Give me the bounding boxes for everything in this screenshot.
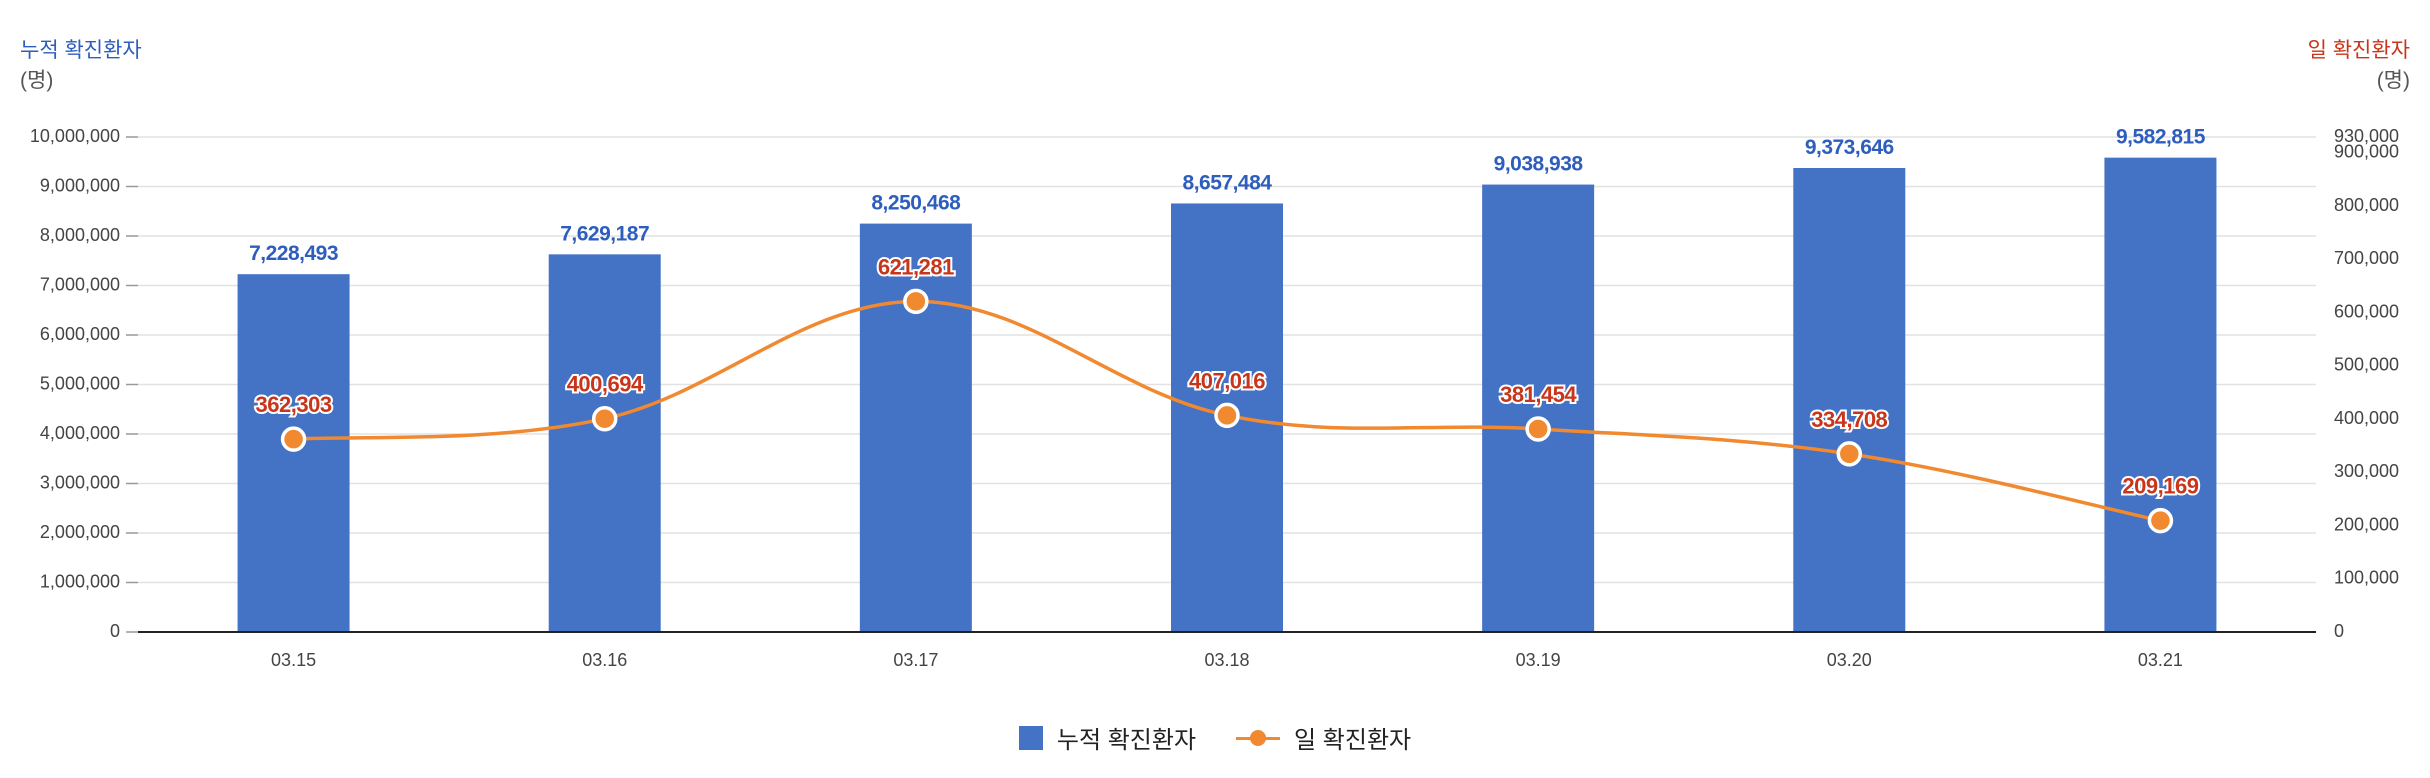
- line-point: [903, 288, 929, 315]
- line-point: [1214, 402, 1240, 429]
- line-points: [280, 288, 2174, 534]
- bar-data-label: 7,629,187: [560, 222, 649, 245]
- right-axis-caption: 일 확진환자 (명): [2308, 36, 2410, 96]
- line-data-label: 400,694: [567, 372, 644, 397]
- left-tick-label: 5,000,000: [40, 373, 120, 393]
- left-tick-label: 9,000,000: [40, 175, 120, 195]
- bar: [859, 223, 972, 632]
- line-point: [1836, 441, 1863, 467]
- left-tick-label: 4,000,000: [40, 423, 120, 443]
- right-tick-label: 700,000: [2334, 248, 2399, 268]
- left-tick-label: 3,000,000: [40, 472, 120, 492]
- line-data-label: 334,708: [1811, 407, 1887, 432]
- left-tick-label: 0: [110, 621, 120, 641]
- right-tick-label: 0: [2334, 621, 2344, 641]
- right-tick-label: 100,000: [2334, 568, 2399, 588]
- bar-data-label: 9,038,938: [1494, 153, 1584, 176]
- left-tick-label: 7,000,000: [40, 274, 120, 294]
- right-tick-label: 500,000: [2334, 355, 2399, 375]
- left-tick-label: 10,000,000: [30, 126, 120, 146]
- bar-data-label: 8,657,484: [1183, 171, 1273, 194]
- bar: [1793, 168, 1906, 632]
- right-tick-label: 900,000: [2334, 142, 2399, 162]
- bar: [237, 274, 350, 632]
- bar-data-label: 9,582,815: [2116, 126, 2206, 149]
- category-label: 03.18: [1204, 650, 1249, 670]
- line-point: [2147, 507, 2174, 534]
- right-axis-unit: (명): [2376, 69, 2410, 92]
- bar: [1482, 184, 1595, 632]
- line-data-label: 362,303: [256, 392, 332, 417]
- line-data-label: 407,016: [1189, 368, 1265, 393]
- left-axis-caption: 누적 확진환자 (명): [20, 36, 142, 96]
- line-data-label: 209,169: [2122, 474, 2198, 499]
- left-tick-label: 8,000,000: [40, 225, 120, 245]
- line-point: [280, 426, 307, 452]
- left-tick-label: 6,000,000: [40, 324, 120, 344]
- category-label: 03.17: [893, 650, 938, 670]
- right-tick-label: 930,000: [2334, 126, 2399, 146]
- bar-data-labels: 7,228,493 7,629,187 8,250,468 8,657,484 9,03…: [249, 126, 2206, 266]
- legend: 누적 확진환자 일 확진환자: [0, 720, 2430, 755]
- category-label: 03.15: [271, 650, 316, 670]
- category-labels: 03.15 03.16 03.17 03.18 03.19 03.20 03.21: [271, 650, 2183, 670]
- right-tick-label: 200,000: [2334, 514, 2399, 534]
- right-tick-label: 400,000: [2334, 408, 2399, 428]
- bar-data-label: 8,250,468: [871, 192, 961, 215]
- right-axis-ticks: 0 100,000 200,000 300,000 400,000 500,000 600,…: [2334, 126, 2399, 641]
- bar-data-label: 9,373,646: [1805, 136, 1894, 159]
- line-point: [1525, 416, 1551, 442]
- legend-item-daily[interactable]: 일 확진환자: [1236, 720, 1411, 755]
- bar: [2104, 157, 2217, 633]
- left-axis-unit: (명): [20, 69, 54, 92]
- right-tick-label: 800,000: [2334, 195, 2399, 215]
- line-data-label: 381,454: [1500, 382, 1577, 407]
- line-point: [591, 405, 618, 432]
- bar-swatch-icon: [1018, 725, 1043, 750]
- line-swatch-icon: [1236, 726, 1281, 750]
- category-label: 03.16: [582, 650, 627, 670]
- bar-data-label: 7,228,493: [249, 242, 338, 265]
- category-label: 03.19: [1516, 650, 1561, 670]
- left-tick-label: 1,000,000: [40, 571, 120, 591]
- right-tick-label: 300,000: [2334, 461, 2399, 481]
- line-data-label: 621,281: [878, 254, 954, 279]
- legend-item-cumulative[interactable]: 누적 확진환자: [1018, 720, 1197, 755]
- combo-chart: 0 1,000,000 2,000,000 3,000,000 4,000,000 5,0…: [30, 126, 2399, 670]
- right-axis-title: 일 확진환자: [2307, 39, 2410, 62]
- left-axis-ticks: 0 1,000,000 2,000,000 3,000,000 4,000,000 5,0…: [30, 126, 138, 641]
- legend-label-cumulative: 누적 확진환자: [1056, 727, 1197, 754]
- bar-series: [237, 157, 2217, 633]
- line-data-labels: 362,303 400,694 621,281 407,016 381,454 334,7…: [254, 252, 2202, 500]
- left-tick-label: 2,000,000: [40, 522, 120, 542]
- category-label: 03.21: [2138, 650, 2183, 670]
- category-label: 03.20: [1827, 650, 1872, 670]
- bar: [548, 254, 661, 633]
- legend-label-daily: 일 확진환자: [1294, 727, 1412, 754]
- right-tick-label: 600,000: [2334, 301, 2399, 321]
- left-axis-title: 누적 확진환자: [20, 39, 142, 62]
